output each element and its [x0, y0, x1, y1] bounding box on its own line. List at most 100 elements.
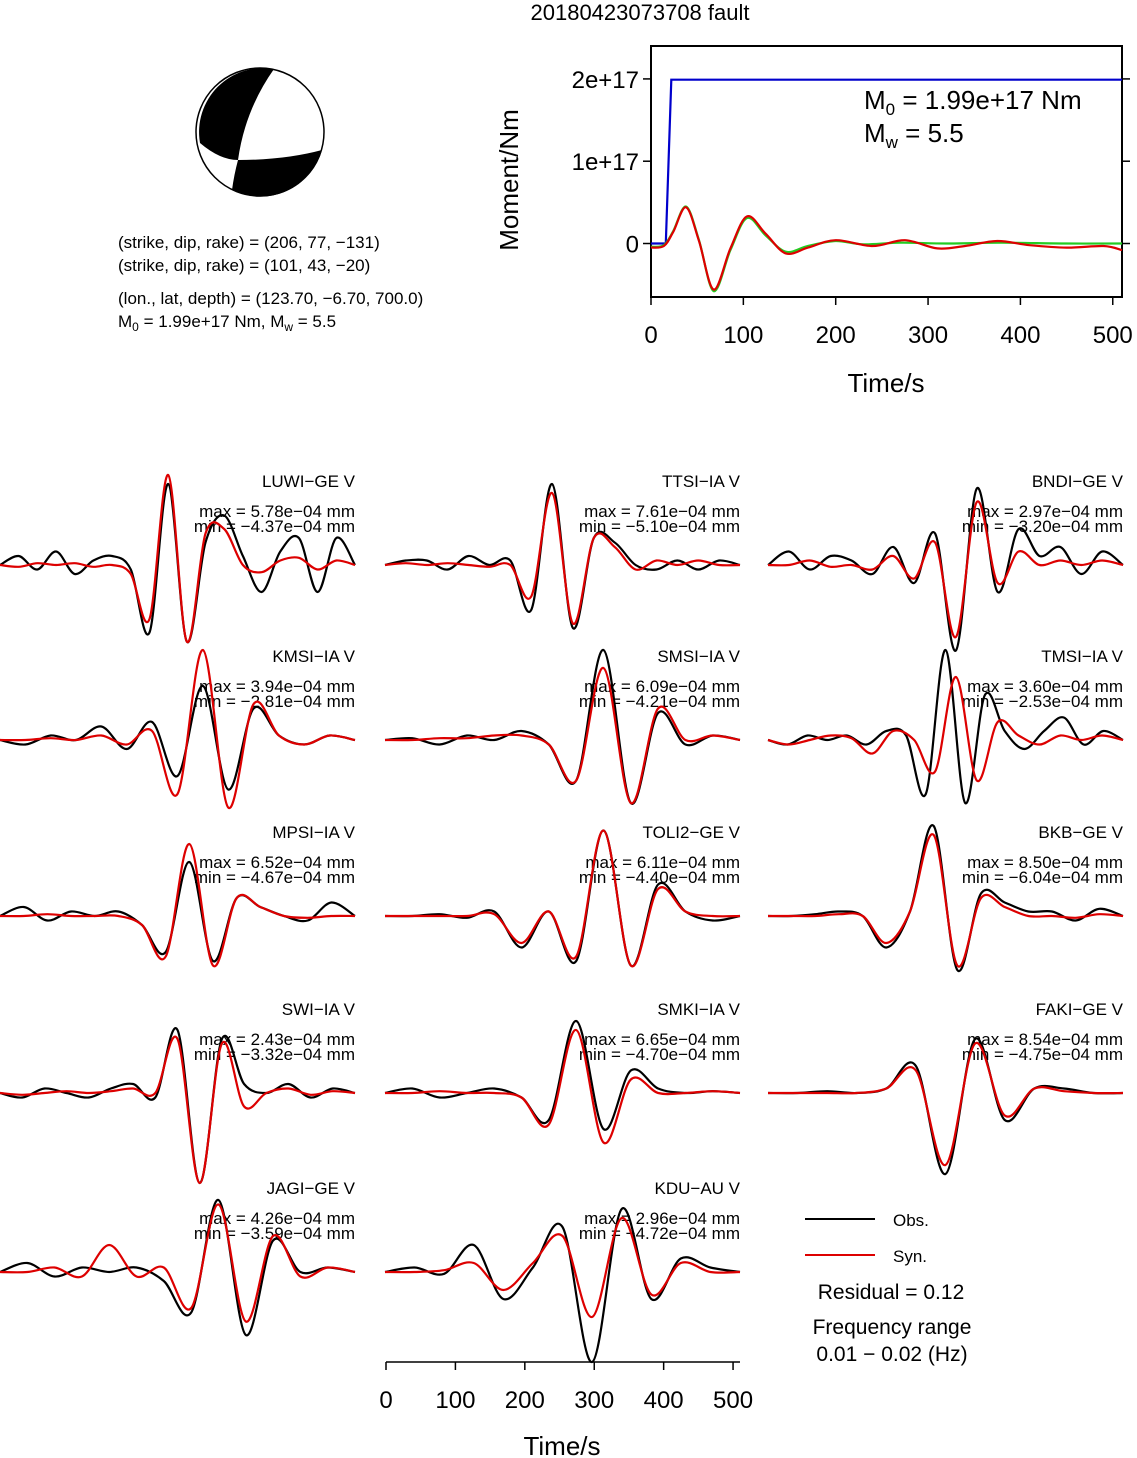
station-max: max = 3.60e−04 mm — [967, 677, 1123, 696]
stf-ytick-label: 0 — [626, 232, 639, 259]
stf-chart: 0 100 200 300 400 500 2e+17 1e+17 0 M0 = 1.99e+1… — [494, 45, 1133, 398]
station-max: max = 2.96e−04 mm — [584, 1209, 740, 1228]
station-max: max = 7.61e−04 mm — [584, 502, 740, 521]
synthetic-trace — [767, 833, 1124, 968]
figure-title: 20180423073708 fault — [531, 0, 750, 25]
waveform-xtick-label: 300 — [574, 1387, 614, 1414]
synthetic-trace — [768, 1042, 1124, 1167]
synthetic-trace — [0, 648, 356, 809]
observed-trace — [384, 829, 741, 967]
station-min: min = −3.59e−04 mm — [194, 1224, 355, 1243]
synthetic-trace — [767, 500, 1124, 639]
station-min: min = −4.67e−04 mm — [194, 868, 355, 887]
station-min: min = −2.53e−04 mm — [962, 692, 1123, 711]
synthetic-trace — [384, 1216, 741, 1319]
location-text: (lon., lat, depth) = (123.70, −6.70, 700… — [118, 289, 423, 308]
station-name: SMSI−IA V — [657, 647, 740, 666]
observed-trace — [767, 1037, 1124, 1176]
legend: Obs. Syn. Residual = 0.12 Frequency rang… — [805, 1211, 971, 1366]
station-name: SWI−IA V — [282, 1000, 356, 1019]
waveform-xtick-label: 500 — [713, 1387, 753, 1414]
stf-xtick-label: 200 — [816, 322, 856, 349]
synthetic-trace — [384, 666, 741, 805]
beachball-compressional-quadrant-1 — [199, 68, 274, 160]
synthetic-trace — [0, 842, 356, 968]
synthetic-trace — [384, 829, 741, 968]
waveform-xtick-label: 100 — [435, 1387, 475, 1414]
station-min: min = −4.70e−04 mm — [579, 1045, 740, 1064]
waveform-time-axis: 0 100 200 300 400 500 Time/s — [379, 1361, 753, 1458]
legend-obs-label: Obs. — [893, 1211, 929, 1230]
station-name: BKB−GE V — [1038, 823, 1123, 842]
waveform-xlabel: Time/s — [523, 1431, 600, 1458]
stf-plot-frame — [650, 45, 1123, 298]
station-min: min = −4.37e−04 mm — [194, 517, 355, 536]
station-name: BNDI−GE V — [1032, 472, 1124, 491]
station-name: KDU−AU V — [655, 1179, 741, 1198]
station-name: TMSI−IA V — [1041, 647, 1123, 666]
stf-mw-annotation: Mw = 5.5 — [864, 118, 964, 152]
beachball — [195, 67, 325, 197]
station-max: max = 2.43e−04 mm — [199, 1030, 355, 1049]
stf-m0-annotation: M0 = 1.99e+17 Nm — [864, 85, 1082, 119]
observed-trace — [767, 648, 1124, 805]
synthetic-trace — [0, 473, 356, 643]
residual-text: Residual = 0.12 — [818, 1281, 965, 1304]
station-min: min = −3.20e−04 mm — [962, 517, 1123, 536]
waveform-xtick-label: 200 — [505, 1387, 545, 1414]
station-max: max = 8.54e−04 mm — [967, 1030, 1123, 1049]
waveform-xtick-label: 400 — [644, 1387, 684, 1414]
station-min: min = −2.81e−04 mm — [194, 692, 355, 711]
station-name: SMKI−IA V — [657, 1000, 740, 1019]
moment-text: M0 = 1.99e+17 Nm, Mw = 5.5 — [118, 312, 336, 334]
plane2-text: (strike, dip, rake) = (101, 43, −20) — [118, 256, 370, 275]
stf-ylabel: Moment/Nm — [494, 109, 524, 251]
synthetic-trace — [0, 1203, 356, 1323]
beachball-compressional-quadrant-2 — [232, 150, 322, 197]
synthetic-trace — [767, 675, 1124, 782]
station-name: MPSI−IA V — [272, 823, 355, 842]
observed-trace — [384, 648, 741, 805]
synthetic-trace — [0, 1035, 356, 1185]
station-name: KMSI−IA V — [272, 647, 355, 666]
station-max: max = 5.78e−04 mm — [199, 502, 355, 521]
station-max: max = 8.50e−04 mm — [967, 853, 1123, 872]
station-max: max = 3.94e−04 mm — [199, 677, 355, 696]
frequency-range: 0.01 − 0.02 (Hz) — [816, 1343, 967, 1366]
waveform-xtick-label: 0 — [379, 1387, 392, 1414]
stf-xtick-label: 300 — [908, 322, 948, 349]
station-name: FAKI−GE V — [1036, 1000, 1124, 1019]
station-max: max = 6.09e−04 mm — [584, 677, 740, 696]
stf-xlabel: Time/s — [847, 368, 924, 398]
station-name: TTSI−IA V — [662, 472, 741, 491]
stf-xtick-label: 100 — [723, 322, 763, 349]
station-max: max = 2.97e−04 mm — [967, 502, 1123, 521]
station-min: min = −4.72e−04 mm — [579, 1224, 740, 1243]
station-min: min = −4.40e−04 mm — [579, 868, 740, 887]
synthetic-trace — [384, 1028, 741, 1145]
station-max: max = 4.26e−04 mm — [199, 1209, 355, 1228]
station-name: JAGI−GE V — [267, 1179, 356, 1198]
station-max: max = 6.52e−04 mm — [199, 853, 355, 872]
station-min: min = −4.75e−04 mm — [962, 1045, 1123, 1064]
stf-xtick-label: 500 — [1093, 322, 1133, 349]
stf-series-line — [651, 78, 1122, 245]
station-min: min = −6.04e−04 mm — [962, 868, 1123, 887]
station-max: max = 6.11e−04 mm — [585, 853, 740, 872]
stf-ytick-label: 1e+17 — [572, 149, 639, 176]
plane1-text: (strike, dip, rake) = (206, 77, −131) — [118, 233, 380, 252]
